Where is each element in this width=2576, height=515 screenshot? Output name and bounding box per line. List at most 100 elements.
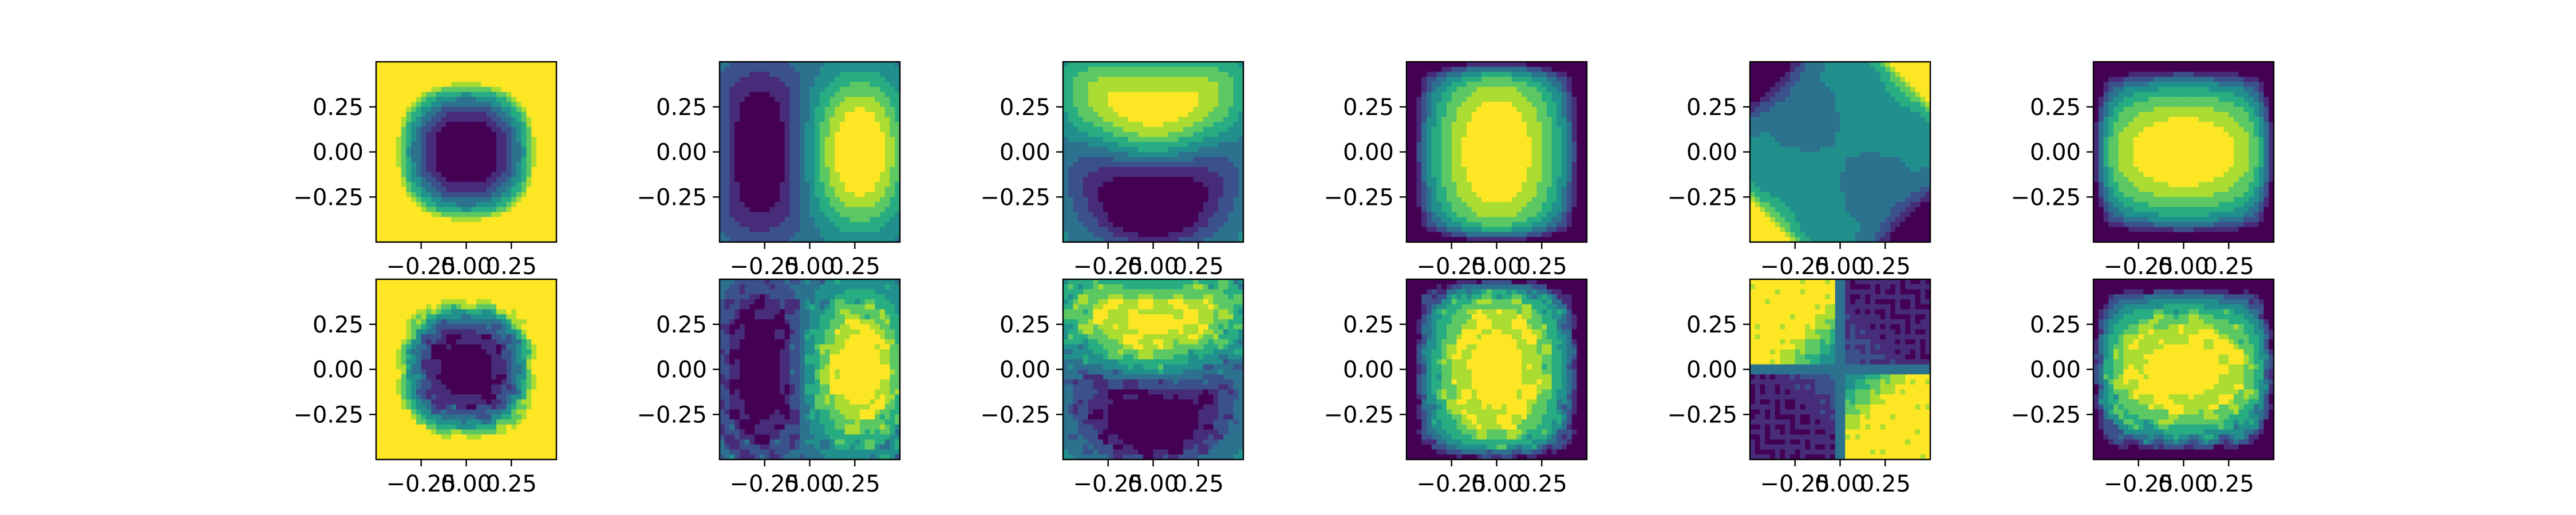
heatmap-cell [860,137,866,142]
heatmap-cell [784,62,791,68]
heatmap-cell [536,172,542,177]
heatmap-cell [1178,106,1184,113]
heatmap-cell [386,197,392,203]
heatmap-cell [829,232,835,237]
heatmap-cell [1118,152,1124,157]
heatmap-cell [1471,162,1477,168]
heatmap-cell [1088,86,1094,93]
heatmap-cell [804,157,811,163]
heatmap-cell [769,202,775,208]
heatmap-cell [501,92,507,97]
heatmap-cell [501,117,507,122]
heatmap-cell [840,66,846,73]
heatmap-cell [764,232,771,237]
heatmap-cell [1491,237,1498,243]
heatmap-cell [1467,237,1472,243]
heatmap-cell [1143,72,1149,77]
heatmap-cell [396,237,402,243]
heatmap-cell [1208,92,1214,97]
heatmap-cell [1502,167,1507,173]
heatmap-cell [829,172,835,177]
heatmap-cell [1476,187,1482,193]
heatmap-cell [1183,237,1189,243]
heatmap-cell [1481,162,1487,168]
heatmap-cell [1411,162,1417,168]
heatmap-cell [1078,97,1084,102]
heatmap-cell [760,137,765,142]
heatmap-cell [486,167,492,173]
heatmap-cell [536,192,542,197]
heatmap-cell [1461,187,1467,193]
heatmap-cell [789,217,795,223]
heatmap-cell [386,207,392,213]
heatmap-cell [1451,192,1457,197]
heatmap-cell [1536,157,1542,163]
heatmap-cell [1507,197,1512,203]
heatmap-cell [486,202,492,208]
heatmap-cell [1238,207,1244,213]
heatmap-cell [1188,202,1194,208]
heatmap-cell [541,152,547,157]
heatmap-cell [1461,237,1467,243]
heatmap-cell [466,217,472,223]
heatmap-cell [1218,212,1224,217]
heatmap-cell [754,197,760,203]
heatmap-cell [1153,122,1159,128]
heatmap-cell [1487,152,1492,157]
heatmap-cell [1467,117,1472,122]
heatmap-cell [890,102,895,108]
heatmap-cell [526,177,532,183]
heatmap-cell [1447,167,1452,173]
heatmap-cell [516,222,522,228]
heatmap-cell [1093,126,1099,133]
heatmap-cell [875,77,880,82]
heatmap-cell [835,117,840,122]
heatmap-cell [824,92,831,97]
heatmap-cell [1416,102,1422,108]
heatmap-cell [1511,162,1518,168]
heatmap-cell [804,97,811,102]
heatmap-cell [1436,142,1442,148]
heatmap-cell [1487,207,1492,213]
heatmap-cell [501,217,507,223]
heatmap-cell [1431,97,1437,102]
heatmap-cell [526,66,532,73]
heatmap-cell [1496,177,1502,183]
heatmap-cell [835,207,840,213]
heatmap-cell [1088,207,1094,213]
heatmap-cell [1511,227,1518,233]
heatmap-cell [1103,212,1109,217]
heatmap-cell [870,132,875,137]
heatmap-cell [1516,112,1522,117]
heatmap-cell [376,222,382,228]
heatmap-cell [446,132,452,137]
heatmap-cell [749,132,755,137]
heatmap-cell [1542,126,1547,133]
heatmap-cell [775,142,780,148]
heatmap-cell [1467,126,1472,133]
heatmap-cell [809,146,815,153]
heatmap-cell [860,207,866,213]
heatmap-cell [855,212,860,217]
heatmap-cell [1063,182,1069,188]
heatmap-cell [1188,217,1194,223]
heatmap-cell [1148,222,1154,228]
heatmap-cell [749,177,755,183]
heatmap-cell [1088,117,1094,122]
heatmap-cell [870,177,875,183]
heatmap-cell [1536,237,1542,243]
heatmap-cell [1148,217,1154,223]
heatmap-cell [451,86,457,93]
heatmap-cell [431,66,437,73]
heatmap-cell [531,192,537,197]
heatmap-cell [760,106,765,113]
heatmap-cell [809,122,815,128]
heatmap-cell [441,146,447,153]
heatmap-cell [724,192,730,197]
heatmap-cell [1447,172,1452,177]
heatmap-cell [1213,82,1219,88]
heatmap-cell [516,62,522,68]
heatmap-cell [1471,132,1477,137]
heatmap-cell [775,212,780,217]
heatmap-cell [875,192,880,197]
